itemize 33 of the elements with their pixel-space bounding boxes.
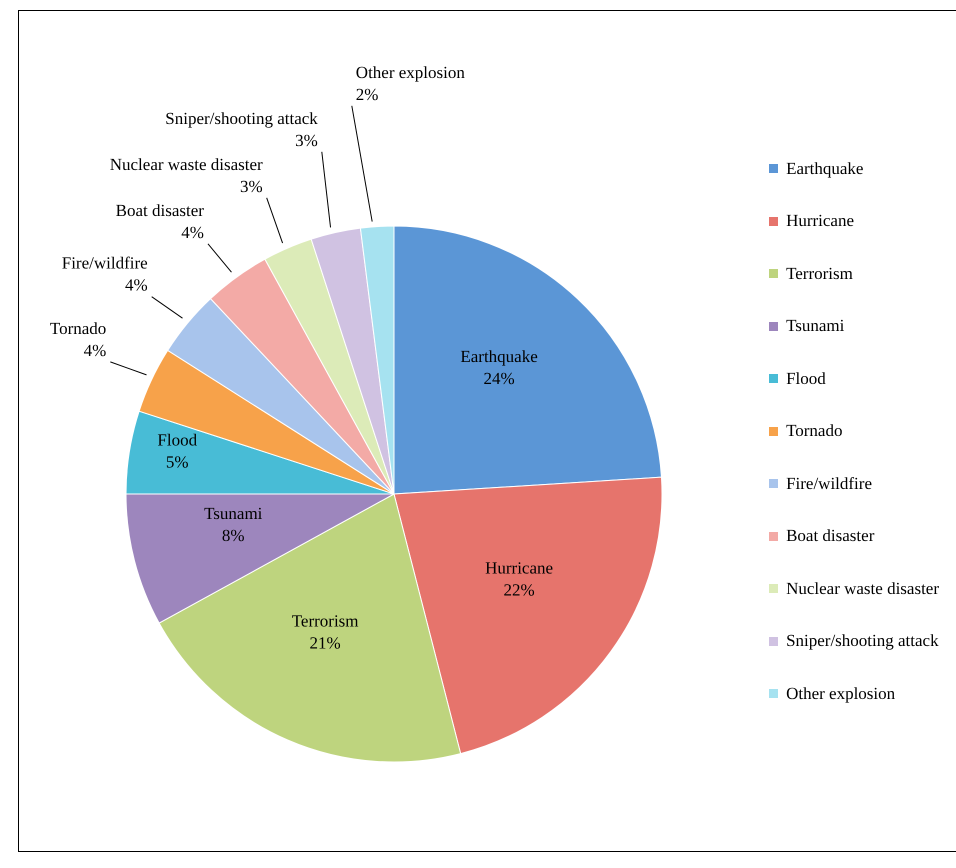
data-label: 5%: [166, 452, 189, 472]
data-label: 21%: [310, 634, 341, 653]
slice-label: Nuclear waste disaster: [110, 154, 264, 174]
legend-label: Tornado: [786, 421, 842, 441]
slice-label: Fire/wildfire: [62, 254, 148, 273]
slice-label: Hurricane: [485, 558, 554, 578]
legend-label: Tsunami: [786, 316, 844, 336]
data-label: 4%: [84, 340, 106, 360]
data-label: 4%: [181, 222, 204, 242]
slice-label: Tornado: [50, 318, 106, 338]
data-label: 22%: [504, 580, 535, 600]
data-label: 8%: [222, 526, 245, 545]
legend-label: Sniper/shooting attack: [786, 631, 939, 651]
slice-label: Sniper/shooting attack: [165, 108, 318, 128]
slice-label: Flood: [157, 430, 198, 450]
data-label: 2%: [356, 84, 378, 104]
slice-label: Boat disaster: [116, 200, 204, 220]
legend-label: Fire/wildfire: [786, 474, 872, 494]
slice-label: Other explosion: [356, 62, 466, 82]
legend-label: Boat disaster: [786, 526, 874, 546]
data-label: 3%: [295, 130, 318, 150]
data-label: 4%: [125, 276, 148, 295]
slice-label: Tsunami: [204, 504, 263, 523]
legend-label: Flood: [786, 368, 826, 388]
slice-label: Earthquake: [460, 346, 538, 366]
data-label: 24%: [483, 368, 515, 388]
legend-label: Other explosion: [786, 684, 896, 704]
legend-label: Terrorism: [786, 264, 853, 284]
legend-label: Hurricane: [786, 211, 854, 231]
legend-label: Nuclear waste disaster: [786, 578, 939, 598]
legend-label: Earthquake: [786, 158, 864, 178]
data-label: 3%: [240, 176, 263, 196]
slice-label: Terrorism: [292, 612, 359, 631]
